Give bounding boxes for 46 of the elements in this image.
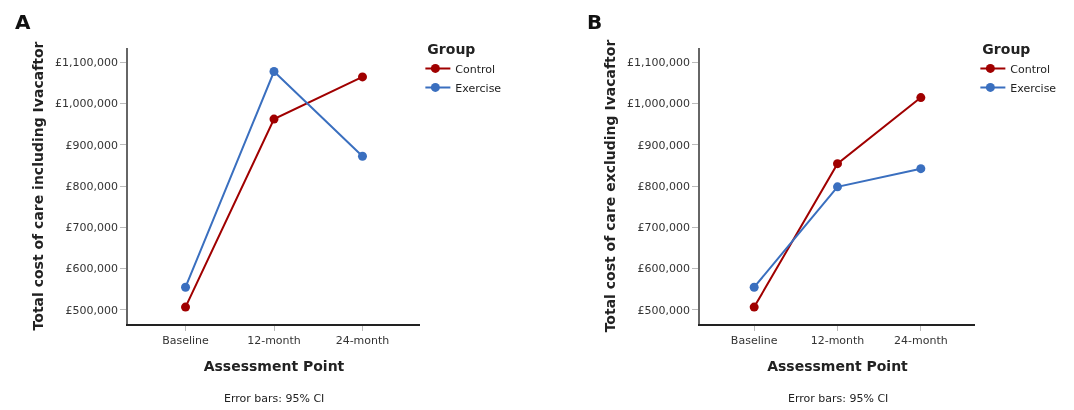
legend-label: Control <box>455 62 496 76</box>
y-tick-label: £1,000,000 <box>55 97 119 111</box>
point <box>833 182 842 192</box>
legend-title: Group <box>427 40 476 57</box>
x-axis-title: Assessment Point <box>767 357 909 374</box>
point <box>833 159 842 169</box>
y-tick-label: £600,000 <box>65 262 119 276</box>
point <box>357 151 367 161</box>
y-tick-label: £800,000 <box>65 179 119 193</box>
y-tick-label: £500,000 <box>65 303 119 317</box>
point <box>749 282 759 292</box>
y-tick-label: £800,000 <box>637 179 691 193</box>
y-tick-label: £1,100,000 <box>627 55 691 69</box>
point <box>181 302 191 312</box>
y-tick-label: £700,000 <box>65 221 119 235</box>
text: Error bars: 95% CI <box>788 392 889 405</box>
chart-title: A <box>15 10 31 34</box>
y-tick-label: £700,000 <box>637 221 691 235</box>
legend-label: Exercise <box>1010 81 1057 95</box>
x-tick-label: 24-month <box>893 333 948 347</box>
x-tick-label: Baseline <box>730 333 778 347</box>
x-tick-label: 12-month <box>247 333 301 347</box>
x-tick-label: Baseline <box>162 333 210 347</box>
point <box>269 67 279 77</box>
point <box>357 72 367 82</box>
text: Error bars: 95% CI <box>224 392 325 405</box>
y-tick-label: £600,000 <box>637 262 691 276</box>
point <box>916 164 926 174</box>
y-axis-title: Total cost of care excluding Ivacaftor <box>602 39 619 333</box>
y-tick-label: £500,000 <box>637 303 691 317</box>
point <box>269 114 279 124</box>
x-axis-title: Assessment Point <box>203 357 345 374</box>
x-tick-label: 12-month <box>810 333 865 347</box>
legend-label: Exercise <box>455 81 502 95</box>
legend-label: Control <box>1010 62 1051 76</box>
y-tick-label: £900,000 <box>65 138 119 152</box>
chart-title: B <box>587 10 603 34</box>
y-tick-label: £1,000,000 <box>627 97 691 111</box>
point <box>916 93 926 103</box>
x-tick-label: 24-month <box>335 333 390 347</box>
y-tick-label: £900,000 <box>637 138 691 152</box>
legend-title: Group <box>982 40 1031 57</box>
point <box>749 302 759 312</box>
y-tick-label: £1,100,000 <box>55 55 119 69</box>
point <box>181 282 191 292</box>
y-axis-title: Total cost of care including Ivacaftor <box>30 41 47 331</box>
